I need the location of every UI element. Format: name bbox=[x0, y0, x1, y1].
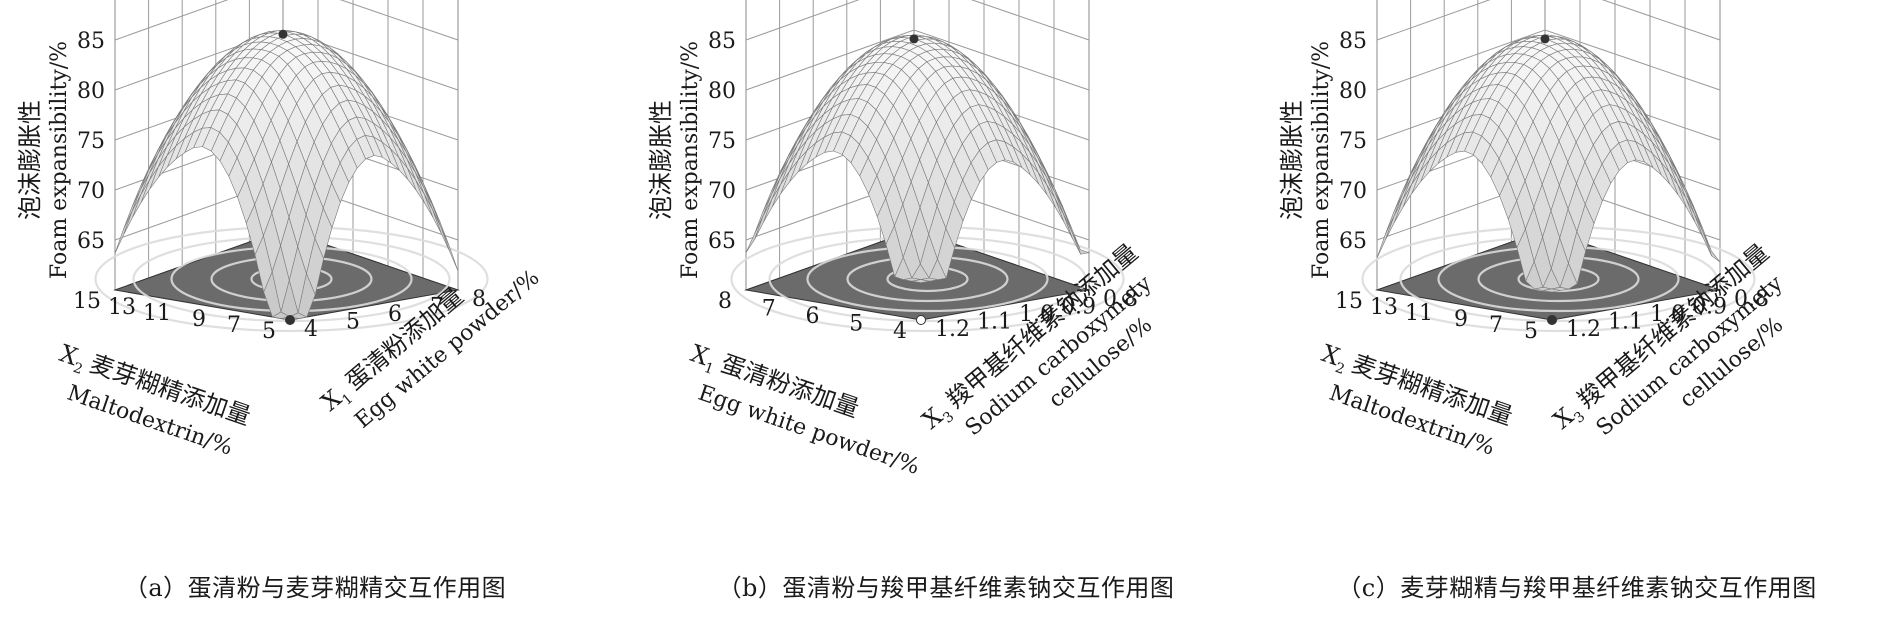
right-axis: 4 5 6 7 8 bbox=[304, 287, 486, 342]
right-axis-tick-label: 0.9 bbox=[1692, 295, 1727, 320]
z-tick-label: 70 bbox=[77, 179, 105, 204]
z-tick-label: 80 bbox=[1339, 79, 1367, 104]
floor-point bbox=[1547, 315, 1557, 325]
z-tick-label: 70 bbox=[708, 179, 736, 204]
right-axis-tick-label: 7 bbox=[430, 295, 444, 320]
left-axis-tick-label: 13 bbox=[108, 295, 136, 320]
left-axis-tick-label: 5 bbox=[1524, 319, 1538, 344]
wall-gridline bbox=[1376, 29, 1721, 91]
left-axis: 15 13 11 9 7 5 bbox=[73, 289, 276, 344]
wall-gridline bbox=[1376, 0, 1721, 41]
z-tick-label: 65 bbox=[77, 229, 105, 254]
z-tick-label: 90 bbox=[77, 0, 105, 4]
z-tick-label: 85 bbox=[77, 29, 105, 54]
z-tick-label: 90 bbox=[708, 0, 736, 4]
z-axis-title: 泡沫膨胀性 Foam expansibility/% bbox=[16, 41, 72, 279]
z-tick-label: 75 bbox=[1339, 129, 1367, 154]
z-axis: 65 70 75 80 85 90 bbox=[708, 0, 736, 254]
z-axis: 65 70 75 80 85 90 bbox=[77, 0, 105, 254]
surface-plot-a: 657075808590泡沫膨胀性Foam expansibility/%151… bbox=[16, 0, 544, 461]
wall-gridline bbox=[745, 29, 1090, 91]
right-axis-tick-label: 1.1 bbox=[1608, 310, 1643, 335]
right-axis-tick-label: 1.0 bbox=[1019, 302, 1054, 327]
z-tick-label: 65 bbox=[1339, 229, 1367, 254]
z-tick-label: 75 bbox=[77, 129, 105, 154]
left-axis-tick-label: 5 bbox=[262, 319, 276, 344]
surface-cell bbox=[1543, 288, 1561, 293]
z-axis-label-cn: 泡沫膨胀性 bbox=[1278, 100, 1306, 220]
z-tick-label: 70 bbox=[1339, 179, 1367, 204]
caption-a: （a）蛋清粉与麦芽糊精交互作用图 bbox=[123, 574, 507, 602]
z-axis-label-en: Foam expansibility/% bbox=[678, 41, 703, 279]
caption-c: （c）麦芽糊精与羧甲基纤维素钠交互作用图 bbox=[1337, 574, 1817, 602]
z-axis-title: 泡沫膨胀性 Foam expansibility/% bbox=[1278, 41, 1334, 279]
z-tick-label: 85 bbox=[1339, 29, 1367, 54]
optimum-point bbox=[909, 34, 919, 44]
left-axis-tick-label: 5 bbox=[849, 312, 863, 337]
right-axis: 1.2 1.1 1.0 0.9 0.8 bbox=[935, 287, 1138, 342]
right-axis-tick-label: 1.2 bbox=[935, 317, 970, 342]
left-axis-tick-label: 9 bbox=[1454, 307, 1468, 332]
surface-plot-b: 657075808590泡沫膨胀性Foam expansibility/%876… bbox=[647, 0, 1157, 480]
wall-gridline bbox=[745, 0, 1090, 41]
right-axis-tick-label: 0.9 bbox=[1061, 295, 1096, 320]
z-axis-label-cn: 泡沫膨胀性 bbox=[16, 100, 44, 220]
right-axis-tick-label: 5 bbox=[346, 310, 360, 335]
left-axis-tick-label: 11 bbox=[1405, 301, 1433, 326]
optimum-point bbox=[1540, 34, 1550, 44]
left-axis-tick-label: 13 bbox=[1370, 295, 1398, 320]
wall-gridline bbox=[114, 0, 459, 41]
right-axis-tick-label: 0.8 bbox=[1734, 287, 1769, 312]
right-axis-tick-label: 1.0 bbox=[1650, 302, 1685, 327]
left-axis: 15 13 11 9 7 5 bbox=[1335, 289, 1538, 344]
floor-point bbox=[916, 315, 926, 325]
left-axis-tick-label: 15 bbox=[1335, 289, 1363, 314]
right-axis-tick-label: 1.2 bbox=[1566, 317, 1601, 342]
z-tick-label: 65 bbox=[708, 229, 736, 254]
z-axis-label-cn: 泡沫膨胀性 bbox=[647, 100, 675, 220]
left-axis-tick-label: 6 bbox=[806, 304, 820, 329]
z-tick-label: 75 bbox=[708, 129, 736, 154]
left-axis-tick-label: 9 bbox=[192, 307, 206, 332]
right-axis: 1.2 1.1 1.0 0.9 0.8 bbox=[1566, 287, 1769, 342]
surface-plot-c: 657075808590泡沫膨胀性Foam expansibility/%151… bbox=[1278, 0, 1788, 461]
left-axis-tick-label: 11 bbox=[143, 301, 171, 326]
z-tick-label: 85 bbox=[708, 29, 736, 54]
left-axis-tick-label: 8 bbox=[718, 289, 732, 314]
left-axis-tick-label: 15 bbox=[73, 289, 101, 314]
z-tick-label: 80 bbox=[708, 79, 736, 104]
floor-point bbox=[285, 315, 295, 325]
z-axis-label-en: Foam expansibility/% bbox=[47, 41, 72, 279]
z-axis-label-en: Foam expansibility/% bbox=[1309, 41, 1334, 279]
response-surface bbox=[745, 34, 1091, 283]
z-axis: 65 70 75 80 85 90 bbox=[1339, 0, 1367, 254]
left-axis-tick-label: 7 bbox=[227, 313, 241, 338]
left-axis-tick-label: 4 bbox=[893, 319, 907, 344]
right-axis-tick-label: 0.8 bbox=[1103, 287, 1138, 312]
z-tick-label: 90 bbox=[1339, 0, 1367, 4]
left-axis-tick-label: 7 bbox=[1489, 313, 1503, 338]
right-axis-tick-label: 6 bbox=[388, 302, 402, 327]
right-axis-tick-label: 1.1 bbox=[977, 310, 1012, 335]
z-tick-label: 80 bbox=[77, 79, 105, 104]
z-axis-title: 泡沫膨胀性 Foam expansibility/% bbox=[647, 41, 703, 279]
right-axis-tick-label: 4 bbox=[304, 317, 318, 342]
right-axis-tick-label: 8 bbox=[472, 287, 486, 312]
caption-b: （b）蛋清粉与羧甲基纤维素钠交互作用图 bbox=[717, 574, 1175, 602]
optimum-point bbox=[278, 29, 288, 39]
surface-cell bbox=[912, 279, 930, 283]
left-axis: 8 7 6 5 4 bbox=[718, 289, 907, 344]
left-axis-tick-label: 7 bbox=[762, 297, 776, 322]
